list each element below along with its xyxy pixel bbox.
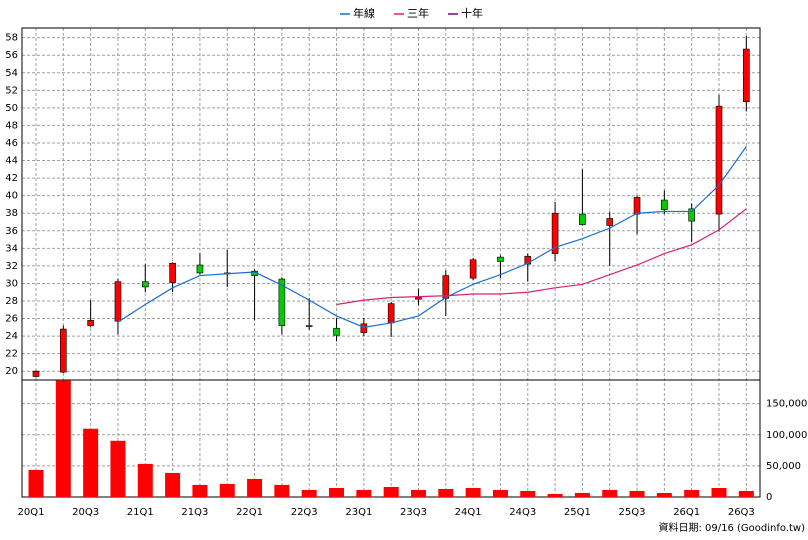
volume-bar	[383, 486, 399, 497]
candle-body	[524, 255, 532, 265]
x-tick-label: 24Q1	[455, 507, 482, 518]
volume-bar	[274, 484, 290, 497]
candle-body	[497, 256, 504, 262]
source-note: 資料日期: 09/16 (Goodinfo.tw)	[658, 521, 805, 534]
volume-bar	[629, 490, 645, 497]
volume-tick-label: 150,000	[766, 399, 807, 410]
candle-body	[661, 199, 668, 211]
volume-bar	[110, 440, 126, 497]
candle-body	[114, 281, 122, 322]
candle-body	[32, 370, 40, 377]
x-tick-label: 23Q1	[345, 507, 372, 518]
volume-bar	[602, 489, 618, 497]
x-tick-label: 20Q1	[18, 507, 45, 518]
volume-bar	[465, 487, 481, 497]
x-tick-label: 26Q3	[728, 507, 755, 518]
candle-body	[333, 327, 340, 336]
volume-tick-label: 50,000	[766, 461, 801, 472]
candle-body	[415, 297, 422, 300]
candle-body	[196, 264, 204, 274]
volume-bar	[28, 469, 44, 497]
candle-body	[60, 328, 67, 373]
candle-body	[551, 212, 559, 254]
volume-tick-label: 0	[766, 492, 772, 503]
volume-bar	[137, 463, 153, 497]
volume-bar	[219, 483, 235, 497]
y-tick-label: 42	[5, 173, 18, 184]
legend-label: 十年	[461, 6, 483, 20]
y-tick-label: 26	[5, 314, 18, 325]
y-tick-label: 30	[5, 278, 18, 289]
legend-label: 年線	[353, 6, 375, 20]
y-tick-label: 22	[5, 349, 18, 360]
volume-bar	[192, 484, 208, 497]
volume-bar	[711, 487, 727, 497]
candle-body	[606, 218, 614, 226]
volume-bar	[55, 380, 71, 497]
candle-body	[715, 105, 723, 215]
candle-body	[305, 325, 313, 327]
y-tick-label: 40	[5, 191, 18, 202]
volume-bar	[247, 478, 263, 497]
y-tick-label: 54	[5, 68, 18, 79]
volume-bar	[165, 472, 181, 497]
volume-bar	[492, 489, 508, 497]
y-tick-label: 48	[5, 120, 18, 131]
y-tick-label: 58	[5, 33, 18, 44]
x-tick-label: 25Q3	[619, 507, 646, 518]
candle-body	[743, 48, 750, 103]
candle-body	[688, 208, 695, 222]
y-tick-label: 20	[5, 366, 18, 377]
candle-body	[141, 281, 149, 288]
volume-bar	[574, 492, 590, 497]
y-tick-label: 36	[5, 226, 18, 237]
ma-line	[117, 146, 747, 328]
y-tick-label: 44	[5, 156, 18, 167]
volume-bar	[83, 428, 99, 497]
candle-body	[469, 259, 477, 279]
y-tick-label: 46	[5, 138, 18, 149]
candle-body	[169, 262, 176, 283]
volume-bar	[438, 488, 454, 497]
volume-bar	[520, 490, 536, 497]
candle-body	[387, 303, 395, 324]
volume-bar	[356, 489, 372, 497]
y-tick-label: 52	[5, 85, 18, 96]
y-tick-label: 24	[5, 331, 18, 342]
candle-body	[278, 278, 286, 326]
x-tick-label: 24Q3	[509, 507, 536, 518]
volume-bar	[410, 489, 426, 497]
x-tick-label: 22Q3	[291, 507, 318, 518]
candle-body	[360, 323, 368, 333]
volume-bar	[738, 490, 754, 497]
volume-tick-label: 100,000	[766, 430, 807, 441]
legend-label: 三年	[407, 6, 429, 20]
y-tick-label: 34	[5, 243, 18, 254]
volume-bar	[547, 494, 563, 497]
x-tick-label: 21Q1	[127, 507, 154, 518]
ma-line	[336, 208, 747, 306]
volume-bar	[656, 492, 672, 497]
y-tick-label: 32	[5, 261, 18, 272]
volume-bar	[301, 489, 317, 497]
candle-body	[442, 275, 450, 299]
volume-bar	[684, 489, 700, 497]
candle-body	[579, 213, 586, 225]
x-tick-label: 26Q1	[673, 507, 700, 518]
candle-body	[87, 320, 94, 326]
x-tick-label: 23Q3	[400, 507, 427, 518]
candle-body	[633, 197, 641, 215]
x-tick-label: 22Q1	[236, 507, 263, 518]
y-tick-label: 28	[5, 296, 18, 307]
x-tick-label: 21Q3	[181, 507, 208, 518]
y-tick-label: 38	[5, 208, 18, 219]
volume-bar	[329, 487, 345, 497]
x-tick-label: 20Q3	[72, 507, 99, 518]
x-tick-label: 25Q1	[564, 507, 591, 518]
y-tick-label: 56	[5, 50, 18, 61]
y-tick-label: 50	[5, 103, 18, 114]
